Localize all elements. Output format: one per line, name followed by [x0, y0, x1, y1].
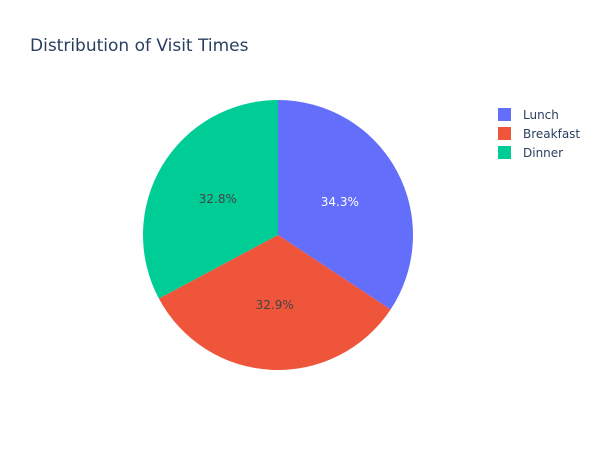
- legend-swatch-dinner: [498, 146, 511, 159]
- legend-swatch-lunch: [498, 108, 511, 121]
- legend-item-lunch[interactable]: Lunch: [498, 108, 559, 122]
- legend-swatch-breakfast: [498, 127, 511, 140]
- chart-title: Distribution of Visit Times: [30, 36, 249, 56]
- slice-labels: 34.3% 32.9% 32.8%: [199, 192, 359, 312]
- pie-slice-breakfast[interactable]: [158, 235, 391, 371]
- pie-slice-lunch[interactable]: [278, 100, 413, 310]
- legend: Lunch Breakfast Dinner: [498, 108, 580, 160]
- slice-label-lunch: 34.3%: [321, 195, 359, 209]
- pie-slices: [142, 100, 413, 371]
- slice-label-dinner: 32.8%: [199, 192, 237, 206]
- legend-item-breakfast[interactable]: Breakfast: [498, 127, 580, 141]
- slice-label-breakfast: 32.9%: [256, 298, 294, 312]
- legend-label-dinner: Dinner: [523, 146, 563, 160]
- pie-slice-dinner[interactable]: [142, 100, 278, 299]
- legend-label-breakfast: Breakfast: [523, 127, 580, 141]
- legend-label-lunch: Lunch: [523, 108, 559, 122]
- legend-item-dinner[interactable]: Dinner: [498, 146, 563, 160]
